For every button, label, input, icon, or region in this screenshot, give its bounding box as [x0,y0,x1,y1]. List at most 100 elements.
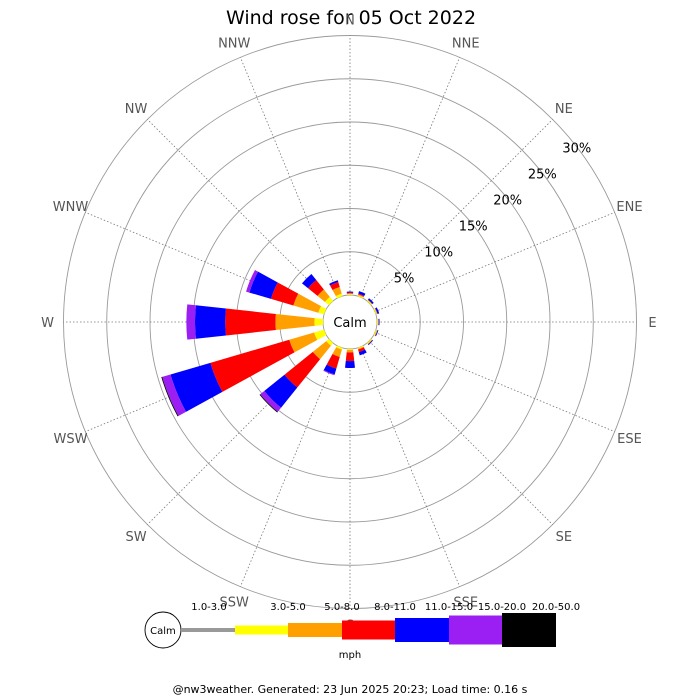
ring-label-15: 15% [459,220,488,235]
spoke-ssw [239,346,341,587]
legend-label-5: 11.0-15.0 [425,602,473,613]
chart-title: Wind rose for 05 Oct 2022 [226,7,476,29]
bar-ne-bin-3 [367,299,373,305]
bar-s-bin-5 [345,360,355,369]
rose-spokes [63,35,637,609]
calm-label: Calm [333,316,366,331]
bar-nw-bin-3 [317,289,330,302]
bar-sw-bin-3 [312,341,331,360]
bar-wsw-bin-6 [162,374,186,416]
bar-wnw-bin-2 [318,306,327,315]
bar-ese-bin-5 [375,330,379,337]
spoke-nnw [239,57,341,298]
bar-sw-bin-4 [284,351,321,388]
spoke-ene [374,211,615,313]
bar-wnw-bin-5 [249,271,278,299]
bar-n-bin-4 [346,292,354,294]
spoke-sse [359,346,461,587]
bar-s-bin-3 [346,349,354,353]
bar-wnw-bin-6 [246,269,259,293]
bar-ese-bin-3 [374,329,378,336]
legend-label-2: 3.0-5.0 [270,602,305,613]
bar-ssw-bin-6 [323,369,335,376]
bar-wsw-bin-5 [170,362,223,412]
direction-label-nnw: NNW [218,37,250,52]
direction-label-wsw: WSW [54,432,88,447]
bar-sse-bin-4 [358,347,366,353]
bar-ssw-bin-3 [332,347,342,358]
bar-se-bin-5 [368,340,374,346]
direction-labels: NNNENEENEEESESESSESSSWSWWSWWWNWNWNNW [41,14,657,634]
legend-swatch-1 [181,628,235,632]
ring-percent-labels: 5% 10% 15% 20% 25% 30% [394,142,591,287]
bar-w-bin-3 [275,313,315,331]
bar-sse-bin-3 [357,346,364,350]
bar-w-bin-6 [186,304,196,340]
bar-sw-bin-7 [259,394,278,413]
ring-label-10: 10% [424,246,453,261]
direction-label-e: E [648,316,656,331]
bar-ese-bin-2 [373,329,377,336]
bar-nw-bin-2 [324,296,334,306]
footer-text: @nw3weather. Generated: 23 Jun 2025 20:2… [173,683,528,696]
bar-wsw-bin-7 [161,376,179,417]
rose-bars [161,269,380,417]
spoke-ne [368,119,553,304]
legend-calm-label: Calm [150,626,176,637]
legend-label-4: 8.0-11.0 [374,602,416,613]
legend-swatch-5 [395,618,449,642]
ring-label-25: 25% [528,168,557,183]
direction-label-wnw: WNW [53,200,89,215]
bar-wnw-bin-3 [293,293,322,313]
bar-nw-bin-5 [301,273,317,289]
legend-swatch-6 [449,615,502,645]
bar-e-bin-2 [376,318,378,326]
bar-nne-bin-2 [357,295,364,299]
legend-label-1: 1.0-3.0 [191,602,226,613]
ring-label-20: 20% [493,194,522,209]
ring-label-30: 30% [562,142,591,157]
bar-wsw-bin-2 [314,329,327,340]
bar-ne-bin-2 [366,300,372,306]
bar-sse-bin-2 [357,345,364,349]
legend-swatch-4 [342,620,395,640]
bar-wsw-bin-4 [210,339,295,392]
bar-ne-bin-5 [368,298,374,304]
calm-center: Calm [325,297,375,347]
bar-w-bin-4 [225,308,276,336]
direction-label-ssw: SSW [220,595,250,610]
bar-nnw-bin-3 [332,286,342,297]
bar-w-bin-2 [314,318,324,326]
legend-swatch-3 [288,623,342,637]
bar-nnw-bin-2 [335,293,343,299]
bar-ene-bin-2 [373,308,377,315]
direction-label-w: W [41,316,54,331]
legend-label-7: 20.0-50.0 [532,602,580,613]
bar-nne-bin-3 [357,294,364,298]
spoke-nw [147,119,332,304]
direction-label-sw: SW [126,530,147,545]
bar-s-bin-4 [345,352,355,362]
bar-ene-bin-5 [375,307,380,314]
legend-label-3: 5.0-8.0 [324,602,359,613]
bar-nw-bin-4 [308,280,324,296]
bar-se-bin-3 [367,339,373,345]
bar-n-bin-5 [346,291,354,293]
spoke-nne [359,57,461,298]
spoke-se [368,340,553,525]
legend-units: mph [339,650,361,661]
bar-ssw-bin-5 [323,364,337,375]
ring-25 [106,78,594,566]
bar-nnw-bin-5 [329,280,339,286]
speed-legend: Calm mph 1.0-3.0 3.0-5.0 5.0-8.0 8.0-11.0 11… [144,602,580,661]
bar-n-bin-3 [346,293,354,295]
bar-wnw-bin-4 [270,282,299,306]
bar-n-bin-2 [346,294,354,296]
bar-sse-bin-5 [358,349,367,356]
legend-label-6: 15.0-20.0 [478,602,526,613]
direction-label-ene: ENE [616,200,642,215]
direction-label-n: N [345,14,355,29]
bar-e-bin-3 [377,318,379,326]
ring-label-5: 5% [394,272,415,287]
